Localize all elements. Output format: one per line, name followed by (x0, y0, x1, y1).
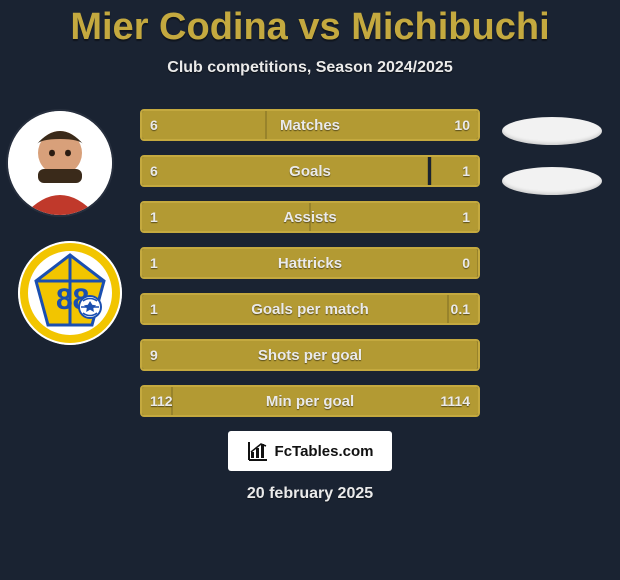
stat-fill-right (431, 157, 478, 185)
stat-row: 9Shots per goal (140, 339, 480, 371)
stat-fill-left (142, 295, 448, 323)
player-left-club-badge: 88 (18, 241, 122, 345)
brand-text: FcTables.com (275, 443, 374, 460)
brand-logo: FcTables.com (228, 431, 392, 471)
stat-row: 61Goals (140, 155, 480, 187)
page-subtitle: Club competitions, Season 2024/2025 (0, 59, 620, 77)
comparison-stage: 88 610Matches 61Goals 11Assists 10Hattricks… (0, 101, 620, 417)
stat-row: 1121114Min per goal (140, 385, 480, 417)
stat-fill-right (448, 295, 478, 323)
player-right-avatar-placeholder (502, 117, 602, 145)
stat-row: 11Assists (140, 201, 480, 233)
page-title: Mier Codina vs Michibuchi (0, 0, 620, 49)
stat-row: 10.1Goals per match (140, 293, 480, 325)
player-right-club-placeholder (502, 167, 602, 195)
stat-bars-container: 610Matches 61Goals 11Assists 10Hattricks 10.… (140, 101, 480, 417)
stat-fill-left (142, 203, 310, 231)
footer-date: 20 february 2025 (0, 485, 620, 503)
player-left-avatar (8, 111, 112, 215)
stat-fill-left (142, 387, 172, 415)
stat-fill-left (142, 249, 478, 277)
stat-row: 610Matches (140, 109, 480, 141)
chart-icon (247, 440, 269, 462)
stat-fill-right (266, 111, 478, 139)
stat-fill-right (172, 387, 478, 415)
stat-fill-left (142, 157, 428, 185)
stat-fill-right (310, 203, 478, 231)
stat-row: 10Hattricks (140, 247, 480, 279)
stat-fill-left (142, 111, 266, 139)
stat-fill-left (142, 341, 478, 369)
